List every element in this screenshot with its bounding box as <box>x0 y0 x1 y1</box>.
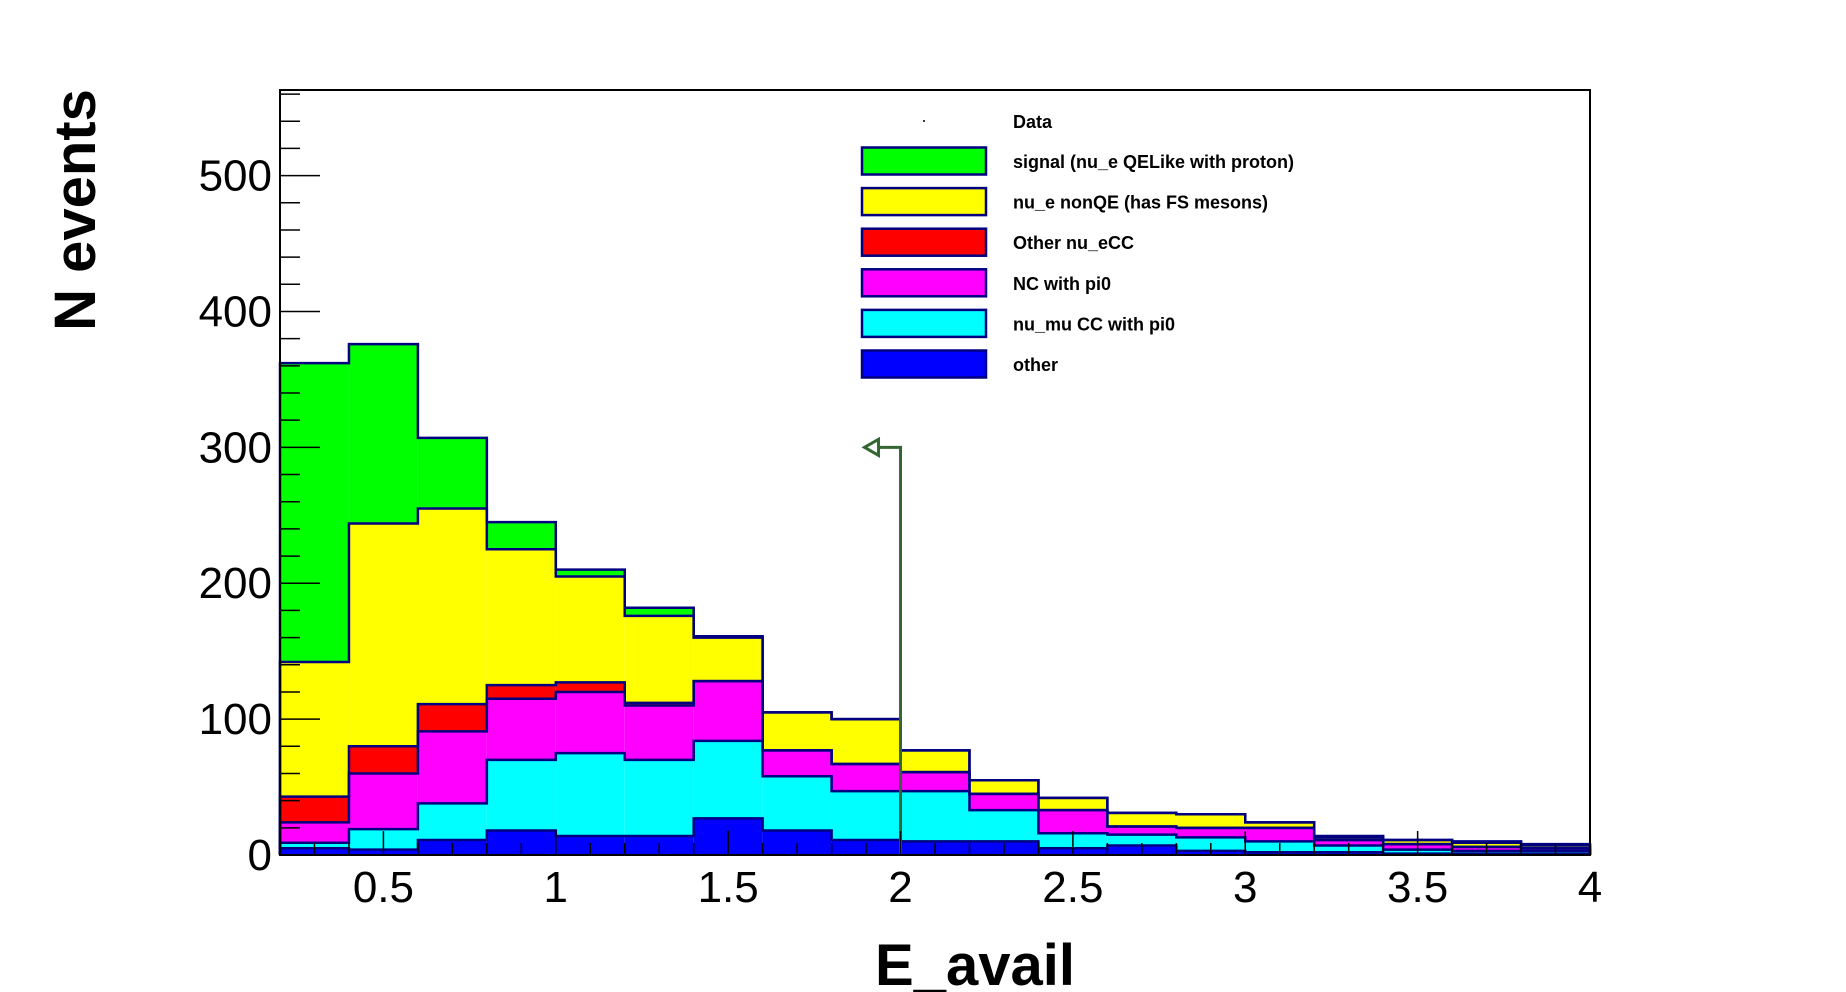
bar-nu-e-nonqe-has-fs-mesons-bin-7 <box>762 712 832 751</box>
bar-nu-mu-cc-with-pi0-bin-3 <box>486 759 556 831</box>
legend-data-marker <box>923 120 925 122</box>
x-tick-label: 1.5 <box>698 863 759 912</box>
bar-nu-e-nonqe-has-fs-mesons-bin-11 <box>1038 797 1108 811</box>
bar-nc-with-pi0-bin-0 <box>280 822 349 843</box>
outline-nu-mu-cc-with-pi0 <box>278 739 1592 855</box>
legend-label-nc-with-pi0: NC with pi0 <box>1013 274 1111 294</box>
y-tick-label: 100 <box>199 695 272 744</box>
bar-nu-mu-cc-with-pi0-bin-9 <box>900 791 970 842</box>
legend-swatch-nu-mu-cc-with-pi0 <box>860 308 988 339</box>
bar-other-nu-ecc-bin-3 <box>486 685 556 699</box>
bar-nc-with-pi0-bin-1 <box>348 773 418 830</box>
bar-nc-with-pi0-bin-3 <box>486 698 556 760</box>
bar-nu-e-nonqe-has-fs-mesons-bin-14 <box>1245 822 1315 828</box>
outline-signal-nu-e-qelike-with-proton <box>278 342 1592 855</box>
cut-arrow-line <box>875 445 903 855</box>
bar-other-nu-ecc-bin-2 <box>417 704 487 732</box>
y-tick-label: 0 <box>248 831 272 880</box>
x-tick-label: 3 <box>1233 863 1257 912</box>
bar-nc-with-pi0-bin-12 <box>1107 826 1177 835</box>
bar-other-nu-ecc-bin-5 <box>624 702 694 706</box>
bar-nc-with-pi0-bin-11 <box>1038 810 1108 834</box>
legend-swatch-nc-with-pi0 <box>860 268 988 298</box>
bar-nu-e-nonqe-has-fs-mesons-bin-12 <box>1107 812 1177 827</box>
cut-arrow-head <box>861 436 881 458</box>
bar-nu-mu-cc-with-pi0-bin-10 <box>969 810 1039 842</box>
bar-signal-nu-e-qelike-with-proton-bin-2 <box>417 437 487 509</box>
bar-nc-with-pi0-bin-4 <box>555 691 625 754</box>
bar-nu-e-nonqe-has-fs-mesons-bin-0 <box>280 662 349 797</box>
bar-nu-e-nonqe-has-fs-mesons-bin-10 <box>969 780 1039 794</box>
bar-nu-e-nonqe-has-fs-mesons-bin-8 <box>831 719 901 764</box>
legend-label-other-nu-ecc: Other nu_eCC <box>1013 233 1134 253</box>
bar-nc-with-pi0-bin-5 <box>624 705 694 760</box>
bar-nc-with-pi0-bin-14 <box>1245 827 1315 842</box>
bar-nc-with-pi0-bin-7 <box>762 750 832 777</box>
bar-nu-mu-cc-with-pi0-bin-2 <box>417 803 487 841</box>
legend-swatch-signal-nu-e-qelike-with-proton <box>860 146 988 176</box>
bar-nu-mu-cc-with-pi0-bin-8 <box>831 791 901 841</box>
legend-swatch-nu-e-nonqe-has-fs-mesons <box>860 186 988 217</box>
bar-nu-e-nonqe-has-fs-mesons-bin-2 <box>417 508 487 705</box>
legend-label-nu-e-nonqe-has-fs-mesons: nu_e nonQE (has FS mesons) <box>1013 193 1268 213</box>
y-tick-label: 200 <box>199 559 272 608</box>
bar-nu-mu-cc-with-pi0-bin-7 <box>762 776 832 831</box>
legend: Data signal (nu_e QELike with proton) nu_e… <box>860 112 1294 379</box>
bar-nc-with-pi0-bin-10 <box>969 793 1039 811</box>
bar-nu-e-nonqe-has-fs-mesons-bin-9 <box>900 750 970 773</box>
x-tick-label: 2.5 <box>1042 863 1103 912</box>
bar-nc-with-pi0-bin-13 <box>1176 827 1246 838</box>
legend-label-signal-nu-e-qelike-with-proton: signal (nu_e QELike with proton) <box>1013 152 1294 172</box>
x-tick-label: 0.5 <box>353 863 414 912</box>
bar-nu-e-nonqe-has-fs-mesons-bin-6 <box>693 637 763 682</box>
bar-nu-e-nonqe-has-fs-mesons-bin-5 <box>624 615 694 703</box>
y-tick-label: 500 <box>199 152 272 201</box>
bar-other-nu-ecc-bin-1 <box>348 746 418 774</box>
bar-nc-with-pi0-bin-6 <box>693 681 763 741</box>
x-tick-label: 2 <box>888 863 912 912</box>
bar-nu-e-nonqe-has-fs-mesons-bin-13 <box>1176 814 1246 828</box>
bar-nu-e-nonqe-has-fs-mesons-bin-1 <box>348 523 418 747</box>
bar-other-nu-ecc-bin-4 <box>555 682 625 692</box>
y-tick-label: 400 <box>199 287 272 336</box>
legend-label-data: Data <box>1013 112 1053 132</box>
legend-swatch-other <box>860 349 988 379</box>
cut-arrow <box>861 436 903 855</box>
bar-signal-nu-e-qelike-with-proton-bin-3 <box>486 522 556 550</box>
x-tick-label: 1 <box>544 863 568 912</box>
bar-nu-e-nonqe-has-fs-mesons-bin-4 <box>555 576 625 683</box>
bar-nu-e-nonqe-has-fs-mesons-bin-15 <box>1314 837 1384 841</box>
x-axis-title: E_avail <box>875 933 1075 992</box>
bar-nu-e-nonqe-has-fs-mesons-bin-3 <box>486 549 556 686</box>
legend-label-nu-mu-cc-with-pi0: nu_mu CC with pi0 <box>1013 314 1175 334</box>
bar-nu-mu-cc-with-pi0-bin-5 <box>624 759 694 836</box>
bar-signal-nu-e-qelike-with-proton-bin-1 <box>348 344 418 524</box>
bar-nc-with-pi0-bin-8 <box>831 763 901 792</box>
x-axis-ticks: 0.5 1 1.5 2 2.5 3 3.5 4 <box>279 831 1602 912</box>
bar-nu-mu-cc-with-pi0-bin-6 <box>693 740 763 819</box>
bar-nu-mu-cc-with-pi0-bin-12 <box>1107 834 1177 846</box>
legend-label-other: other <box>1013 355 1058 375</box>
bar-nu-mu-cc-with-pi0-bin-4 <box>555 753 625 836</box>
bar-nc-with-pi0-bin-9 <box>900 772 970 792</box>
bar-signal-nu-e-qelike-with-proton-bin-4 <box>555 569 625 577</box>
bar-nc-with-pi0-bin-15 <box>1314 840 1384 846</box>
y-axis-title: N events <box>43 89 108 331</box>
y-axis-ticks: 0 100 200 300 400 500 <box>199 93 320 880</box>
y-tick-label: 300 <box>199 423 272 472</box>
x-tick-label: 4 <box>1578 863 1602 912</box>
legend-swatch-other-nu-ecc <box>860 227 988 257</box>
bar-signal-nu-e-qelike-with-proton-bin-5 <box>624 607 694 616</box>
bar-signal-nu-e-qelike-with-proton-bin-0 <box>280 363 349 663</box>
x-tick-label: 3.5 <box>1387 863 1448 912</box>
bar-nc-with-pi0-bin-2 <box>417 731 487 804</box>
